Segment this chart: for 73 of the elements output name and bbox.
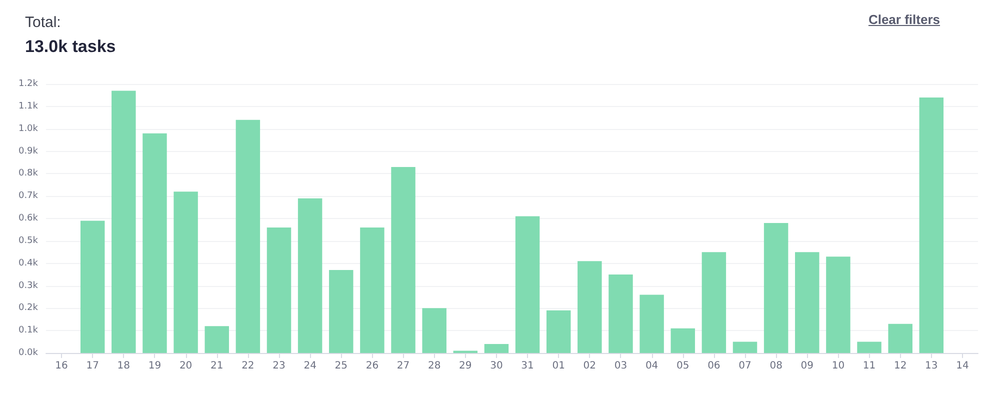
x-tick-label: 14 [956,360,969,372]
x-tick-label: 27 [396,360,410,372]
y-tick-label: 1.0k [18,124,39,134]
x-tick-label: 19 [148,360,162,372]
x-tick-label: 04 [645,360,658,372]
y-tick-label: 0.7k [18,191,39,202]
x-tick-label: 18 [117,360,130,372]
bar [764,222,788,353]
bar [919,97,944,353]
chart-subtitle: 13.0k tasks [25,37,116,56]
x-tick-label: 07 [738,360,752,372]
bar [640,294,664,353]
x-tick-label: 09 [800,360,814,372]
y-tick-label: 1.2k [18,79,39,89]
bar [329,270,354,353]
x-tick-label: 22 [242,360,254,372]
bar [142,133,167,353]
x-tick-label: 10 [832,360,845,372]
bar [80,220,105,353]
bar [857,342,882,353]
bar [732,342,758,353]
bar [702,252,726,353]
bar [174,192,198,353]
bar [484,344,509,353]
x-tick-label: 31 [521,360,534,372]
bar [112,90,136,353]
bar [266,227,292,353]
y-tick-label: 0.0k [18,348,39,358]
y-tick-label: 1.1k [18,101,39,112]
y-tick-label: 0.9k [18,146,39,156]
x-tick-label: 11 [862,360,876,372]
bar [888,324,912,353]
x-tick-label: 02 [583,360,596,372]
y-tick-label: 0.6k [18,214,39,224]
bar [546,310,571,353]
x-tick-label: 08 [770,360,782,372]
y-tick-label: 0.5k [18,236,39,246]
x-tick-label: 30 [490,360,503,372]
x-tick-label: 17 [86,360,99,372]
bar [391,166,416,353]
bar [826,256,850,353]
x-tick-label: 24 [304,360,316,372]
bar [578,261,602,353]
chart-title: Total: [25,14,61,31]
x-tick-label: 05 [676,360,690,372]
bar [608,274,633,353]
x-tick-label: 23 [272,360,286,372]
bar [422,308,446,353]
y-tick-label: 0.4k [18,258,39,268]
x-tick-label: 29 [459,360,472,372]
text: Clear filters [868,12,940,27]
bar [236,120,260,353]
x-tick-label: 06 [708,360,720,372]
y-tick-label: 0.8k [18,168,39,179]
y-tick-label: 0.3k [18,280,39,291]
x-tick-label: 13 [925,360,938,372]
bar [298,198,322,353]
x-tick-label: 20 [179,360,192,372]
bar [515,216,540,353]
x-tick-label: 26 [366,360,379,372]
bar [670,328,695,353]
x-tick-label: 12 [894,360,907,372]
x-tick-label: 03 [614,360,628,372]
y-tick-label: 0.1k [18,326,39,336]
x-tick-label: 01 [552,360,565,372]
bar [204,326,229,353]
x-tick-label: 16 [55,360,68,372]
x-tick-label: 21 [210,360,224,372]
y-tick-label: 0.2k [18,303,39,314]
x-tick-label: 28 [428,360,441,372]
x-tick-label: 25 [334,360,348,372]
bar [360,227,384,353]
bar [795,252,820,353]
